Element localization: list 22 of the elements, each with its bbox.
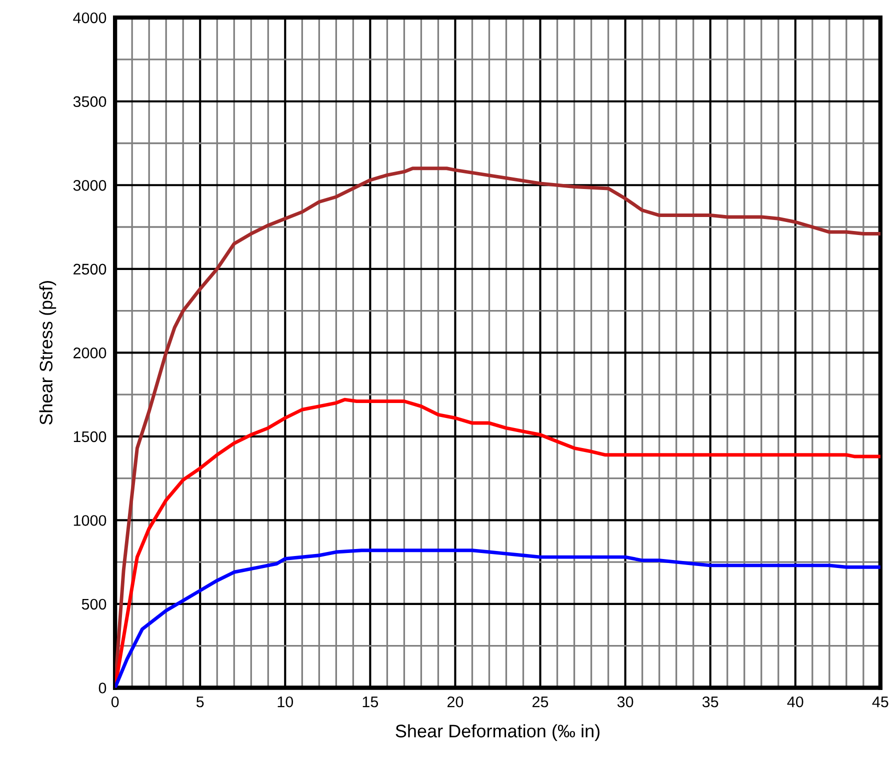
x-axis-title: Shear Deformation (‰ in): [396, 724, 600, 742]
y-axis-title: Shear Stress (psf): [39, 281, 56, 425]
y-tick-label: 3000: [73, 180, 106, 191]
x-tick-label: 25: [532, 696, 548, 708]
x-tick-label: 40: [787, 696, 804, 708]
y-tick-label: 0: [98, 682, 106, 694]
x-tick-label: 45: [872, 696, 888, 708]
y-tick-label: 1500: [74, 431, 106, 442]
y-tick-label: 500: [82, 598, 106, 610]
y-tick-label: 1000: [74, 515, 106, 526]
x-tick-label: 30: [617, 696, 634, 708]
x-tick-label: 0: [111, 696, 119, 708]
x-tick-label: 35: [702, 696, 718, 708]
x-tick-label: 10: [278, 696, 294, 708]
y-tick-label: 3500: [73, 96, 106, 108]
y-tick-label: 2500: [74, 264, 106, 275]
y-tick-label: 4000: [73, 12, 106, 24]
x-tick-label: 5: [196, 696, 204, 708]
y-tick-label: 2000: [74, 348, 106, 358]
x-tick-label: 15: [362, 696, 378, 708]
line-series: [115, 548, 880, 688]
x-tick-label: 20: [447, 696, 464, 708]
